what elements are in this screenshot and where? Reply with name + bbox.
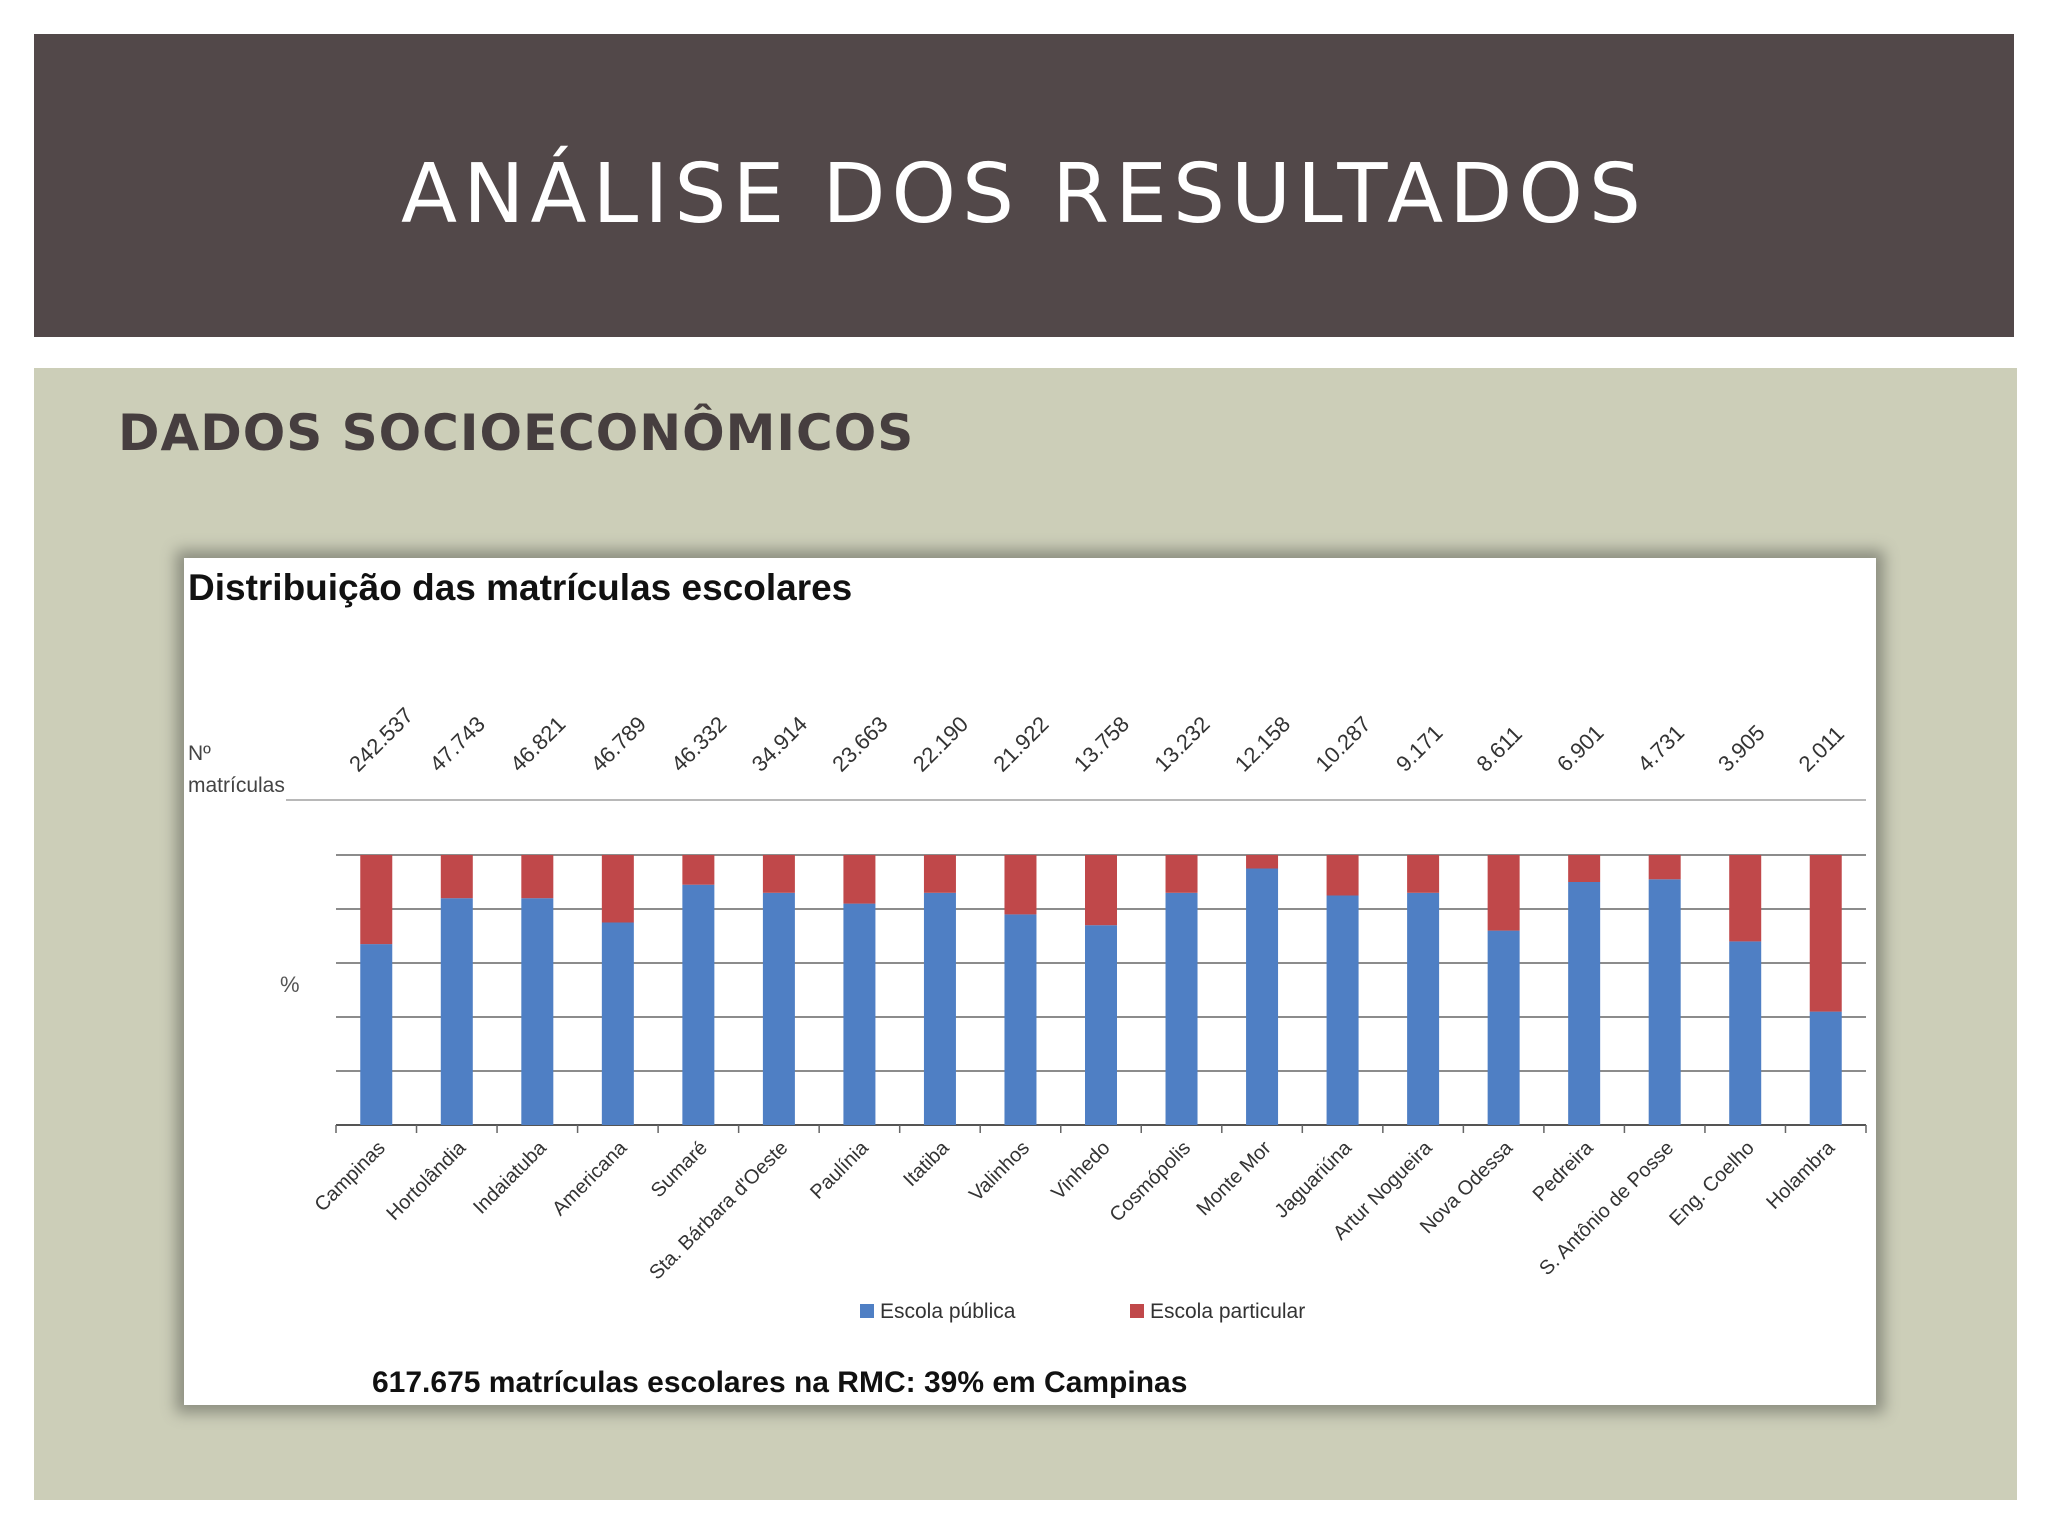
bar-private-school [1648, 855, 1681, 880]
bar-private-school [1809, 855, 1842, 1012]
x-tick-label: Pedreira [1529, 1136, 1599, 1206]
y-axis-label: % [280, 972, 300, 997]
x-tick-label: Americana [548, 1136, 632, 1220]
enrollment-count-label: 13.232 [1149, 711, 1214, 776]
x-tick-label: Monte Mor [1192, 1137, 1275, 1220]
bar-public-school [1729, 941, 1762, 1125]
slide-title: ANÁLISE DOS RESULTADOS [401, 147, 1647, 242]
bar-private-school [1729, 855, 1762, 942]
bar-private-school [1487, 855, 1520, 931]
bar-private-school [601, 855, 634, 923]
enrollment-count-label: 242.537 [344, 703, 418, 777]
enrollment-count-label: 46.332 [666, 711, 731, 776]
counts-label-line2: matrículas [188, 774, 285, 797]
x-tick-label: Sumaré [647, 1137, 712, 1202]
enrollment-count-label: 10.287 [1310, 711, 1375, 776]
enrollment-count-label: 9.171 [1391, 720, 1448, 777]
x-tick-label: Itatiba [899, 1136, 954, 1191]
bar-public-school [1326, 895, 1359, 1125]
bar-public-school [843, 903, 876, 1125]
bar-private-school [1085, 855, 1117, 926]
enrollment-count-label: 34.914 [747, 711, 812, 776]
counts-layer: 242.537 47.743 46.821 46.789 46.332 34.914 23.… [344, 703, 1849, 777]
bar-public-school [1246, 868, 1279, 1125]
bar-public-school [360, 944, 393, 1125]
enrollment-count-label: 46.789 [586, 711, 651, 776]
bar-private-school [1246, 855, 1279, 869]
legend: Escola pública Escola particular [860, 1300, 1305, 1323]
x-tick-label: S. Antônio de Posse [1535, 1137, 1678, 1280]
chart-svg: Distribuição das matrículas escolares Nº… [188, 567, 1867, 1399]
legend-swatch [860, 1304, 874, 1318]
enrollment-count-label: 13.758 [1069, 711, 1134, 776]
bar-public-school [440, 898, 473, 1125]
bar-public-school [762, 892, 795, 1125]
enrollment-count-label: 21.922 [988, 711, 1053, 776]
bar-public-school [1004, 914, 1037, 1125]
bar-private-school [1165, 855, 1198, 893]
bar-public-school [1568, 882, 1601, 1125]
legend-label: Escola pública [880, 1300, 1016, 1323]
x-tick-label: Hortolândia [382, 1136, 471, 1225]
bar-public-school [1165, 892, 1198, 1125]
bar-private-school [1568, 855, 1601, 882]
enrollment-count-label: 23.663 [827, 711, 892, 776]
section-heading: DADOS SOCIOECONÔMICOS [118, 404, 915, 462]
x-tick-label: Holambra [1762, 1136, 1839, 1213]
enrollment-count-label: 47.743 [425, 711, 490, 776]
enrollment-count-label: 46.821 [505, 711, 570, 776]
bar-public-school [1407, 892, 1440, 1125]
bar-public-school [1809, 1011, 1842, 1125]
legend-label: Escola particular [1150, 1300, 1305, 1323]
bar-private-school [682, 855, 715, 885]
bar-public-school [521, 898, 554, 1125]
bar-public-school [682, 884, 715, 1125]
content-area: DADOS SOCIOECONÔMICOS Distribuição das m… [34, 368, 2017, 1500]
x-tick-label: Jaguariúna [1271, 1136, 1357, 1222]
x-tick-label: Eng. Coelho [1665, 1137, 1758, 1230]
x-tick-label: Campinas [311, 1137, 390, 1216]
enrollment-count-label: 22.190 [908, 711, 973, 776]
bar-private-school [1004, 855, 1037, 915]
bar-private-school [1326, 855, 1359, 896]
x-tick-label: Paulínia [806, 1136, 873, 1203]
bar-private-school [360, 855, 393, 945]
bar-private-school [1407, 855, 1440, 893]
bar-public-school [1487, 930, 1520, 1125]
enrollment-count-label: 6.901 [1552, 720, 1609, 777]
enrollment-count-label: 4.731 [1633, 720, 1690, 777]
chart-footnote: 617.675 matrículas escolares na RMC: 39%… [372, 1366, 1187, 1399]
bar-private-school [440, 855, 473, 899]
bar-private-school [923, 855, 956, 893]
title-bar: ANÁLISE DOS RESULTADOS [34, 34, 2014, 337]
bar-private-school [843, 855, 876, 904]
x-tick-label: Indaiatuba [469, 1136, 551, 1218]
counts-label-line1: Nº [188, 742, 211, 765]
x-tick-label: Vinhedo [1047, 1137, 1114, 1204]
bar-public-school [1648, 879, 1681, 1125]
x-tick-label: Cosmópolis [1106, 1137, 1195, 1226]
bars-layer [360, 855, 1842, 1125]
legend-swatch [1130, 1304, 1144, 1318]
enrollment-count-label: 2.011 [1794, 721, 1849, 776]
bar-private-school [762, 855, 795, 893]
x-tick-label: Sta. Bárbara d'Oeste [645, 1137, 792, 1284]
enrollment-count-label: 3.905 [1713, 720, 1770, 777]
x-tick-label: Valinhos [965, 1137, 1034, 1206]
enrollment-count-label: 12.158 [1230, 711, 1295, 776]
bar-public-school [1085, 925, 1117, 1125]
chart-title: Distribuição das matrículas escolares [188, 567, 852, 608]
chart-image: Distribuição das matrículas escolares Nº… [184, 558, 1876, 1405]
bar-public-school [923, 892, 956, 1125]
bar-private-school [521, 855, 554, 899]
bar-public-school [601, 922, 634, 1125]
enrollment-count-label: 8.611 [1471, 721, 1526, 776]
